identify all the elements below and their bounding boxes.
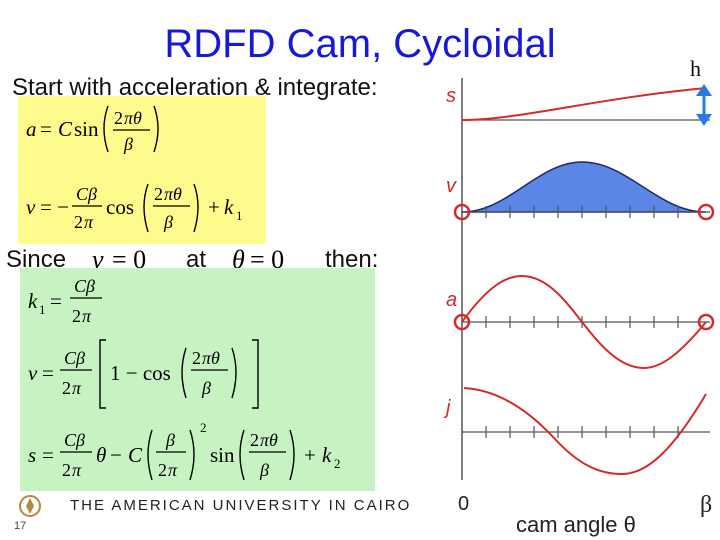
v-curve-fill xyxy=(461,161,707,213)
svg-text:=: = xyxy=(40,117,52,141)
a-curve xyxy=(461,274,707,370)
plot-label-a: a xyxy=(446,289,457,311)
svg-text:Cβ: Cβ xyxy=(74,276,95,296)
a-start-marker xyxy=(453,313,471,331)
svg-text:2: 2 xyxy=(192,348,201,368)
at-label: at xyxy=(186,246,207,273)
svg-text:Cβ: Cβ xyxy=(64,430,85,450)
v-start-marker xyxy=(453,203,471,221)
x-end-label: β xyxy=(700,492,712,518)
svg-text:a: a xyxy=(26,117,37,141)
j-curve xyxy=(463,387,707,476)
svg-text:sin: sin xyxy=(210,443,235,467)
s-curve xyxy=(461,87,707,121)
svg-text:π: π xyxy=(82,306,92,326)
svg-text:2: 2 xyxy=(74,212,83,232)
svg-text:2: 2 xyxy=(62,378,71,398)
svg-text:2: 2 xyxy=(114,108,123,128)
svg-text:v: v xyxy=(28,361,38,385)
svg-text:1 − cos: 1 − cos xyxy=(110,361,171,385)
svg-text:β: β xyxy=(123,134,133,154)
svg-text:+: + xyxy=(208,195,220,219)
svg-text:=: = xyxy=(42,443,54,467)
plot-label-j: j xyxy=(443,397,451,419)
svg-text:2: 2 xyxy=(200,420,207,435)
plot-label-v: v xyxy=(446,175,457,197)
university-logo-icon xyxy=(19,495,41,517)
svg-text:2: 2 xyxy=(158,460,167,480)
svg-text:β: β xyxy=(201,378,211,398)
svg-text:π: π xyxy=(72,378,82,398)
result-box xyxy=(20,268,375,491)
svg-text:2: 2 xyxy=(62,460,71,480)
svg-text:πθ: πθ xyxy=(164,184,182,204)
svg-text:−: − xyxy=(110,443,122,467)
svaj-plots: s v a j 0 β cam angle θ xyxy=(443,78,715,537)
svg-text:2: 2 xyxy=(72,306,81,326)
svg-text:π: π xyxy=(168,460,178,480)
svg-text:1: 1 xyxy=(39,302,46,317)
svg-text:β: β xyxy=(259,460,269,480)
rise-arrow xyxy=(696,84,712,126)
svg-text:Cβ: Cβ xyxy=(76,184,97,204)
svg-text:2: 2 xyxy=(154,184,163,204)
svg-text:+: + xyxy=(304,443,316,467)
slide-title: RDFD Cam, Cycloidal xyxy=(164,22,556,66)
svg-text:πθ: πθ xyxy=(260,430,278,450)
svg-text:= −: = − xyxy=(40,195,69,219)
slide-number: 17 xyxy=(14,520,27,532)
a-end-marker xyxy=(697,313,715,331)
a-ticks xyxy=(485,316,679,328)
svg-text:=: = xyxy=(42,361,54,385)
footer-university-name: THE AMERICAN UNIVERSITY IN CAIRO xyxy=(70,497,412,514)
svg-text:π: π xyxy=(72,460,82,480)
svg-text:Cβ: Cβ xyxy=(64,348,85,368)
svg-text:2: 2 xyxy=(334,456,341,471)
svg-text:πθ: πθ xyxy=(124,108,142,128)
svg-text:β: β xyxy=(163,212,173,232)
svg-text:=: = xyxy=(50,289,62,313)
v-end-marker xyxy=(697,203,715,221)
svg-text:θ: θ xyxy=(96,443,106,467)
svg-text:θ: θ xyxy=(232,245,245,274)
svg-text:s: s xyxy=(28,443,36,467)
svg-text:sin: sin xyxy=(74,117,99,141)
v-ticks xyxy=(485,206,679,218)
rise-label: h xyxy=(690,56,701,81)
svg-text:π: π xyxy=(84,212,94,232)
svg-text:k: k xyxy=(224,195,234,219)
svg-text:2: 2 xyxy=(250,430,259,450)
svg-text:cos: cos xyxy=(106,195,134,219)
svg-text:1: 1 xyxy=(236,208,243,223)
svg-text:k: k xyxy=(28,289,38,313)
svg-text:β: β xyxy=(165,430,175,450)
svg-text:k: k xyxy=(322,443,332,467)
svg-text:C: C xyxy=(128,443,143,467)
svg-text:v: v xyxy=(92,245,104,274)
svg-text:C: C xyxy=(58,117,73,141)
x-start-label: 0 xyxy=(458,493,469,515)
svg-text:v: v xyxy=(26,195,36,219)
footer-bar xyxy=(4,492,388,518)
plot-label-s: s xyxy=(446,85,456,107)
integration-box xyxy=(18,96,266,244)
svg-text:πθ: πθ xyxy=(202,348,220,368)
x-axis-label: cam angle θ xyxy=(516,512,636,537)
